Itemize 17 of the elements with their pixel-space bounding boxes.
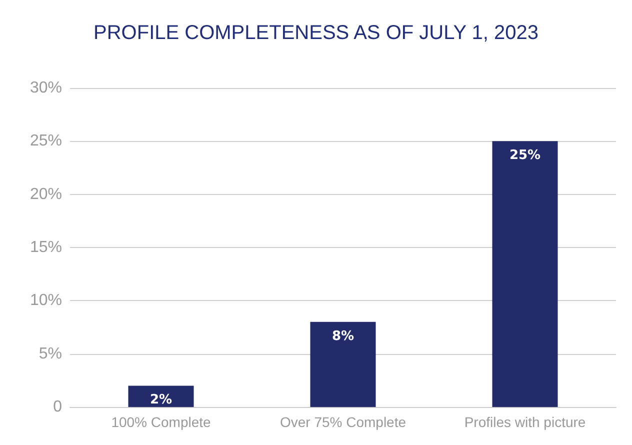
y-tick-label: 0 <box>53 398 62 416</box>
bar <box>492 141 558 407</box>
bar <box>128 386 194 407</box>
y-tick-label: 10% <box>30 292 62 310</box>
x-tick-label: 100% Complete <box>111 414 212 430</box>
x-tick-label: Profiles with picture <box>464 414 586 430</box>
y-tick-label: 5% <box>38 345 62 362</box>
y-tick-label: 15% <box>30 239 62 256</box>
data-label: 25% <box>509 148 541 164</box>
data-label: 2% <box>150 392 172 408</box>
x-tick-label: Over 75% Complete <box>280 414 406 430</box>
y-tick-label: 25% <box>30 132 62 150</box>
y-tick-label: 20% <box>30 186 62 203</box>
y-tick-label: 30% <box>30 80 62 96</box>
data-label: 8% <box>332 328 354 344</box>
bar <box>310 322 376 407</box>
chart-title: PROFILE COMPLETENESS AS OF JULY 1, 2023 <box>94 22 538 44</box>
